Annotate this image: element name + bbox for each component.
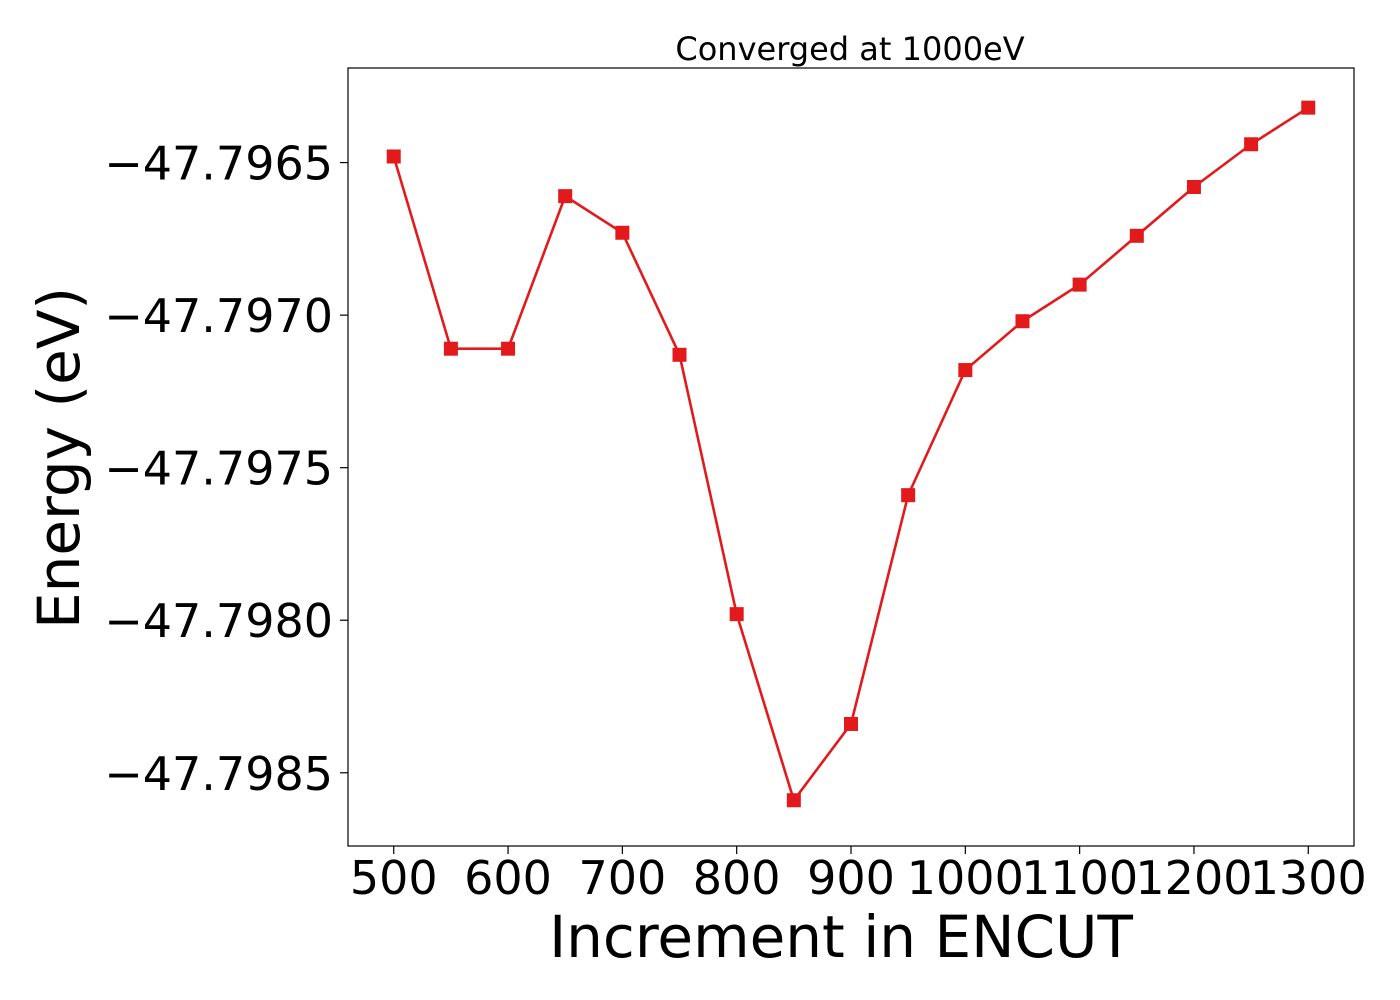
y-tick-label: −47.7965 bbox=[104, 137, 333, 191]
x-tick-label: 1000 bbox=[907, 851, 1024, 905]
y-tick-label: −47.7985 bbox=[104, 747, 333, 801]
data-point-marker bbox=[386, 149, 401, 164]
x-axis-label: Increment in ENCUT bbox=[549, 903, 1133, 971]
series-markers bbox=[386, 100, 1316, 808]
y-tick-label: −47.7975 bbox=[104, 442, 333, 496]
data-point-marker bbox=[1244, 137, 1259, 152]
chart-title: Converged at 1000eV bbox=[675, 30, 1024, 68]
data-point-marker bbox=[729, 607, 744, 622]
data-point-marker bbox=[1129, 228, 1144, 243]
data-point-marker bbox=[958, 363, 973, 378]
data-point-marker bbox=[1186, 179, 1201, 194]
data-point-marker bbox=[672, 347, 687, 362]
data-point-marker bbox=[443, 341, 458, 356]
data-point-marker bbox=[501, 341, 516, 356]
x-tick-label: 500 bbox=[350, 851, 438, 905]
x-tick-label: 1200 bbox=[1135, 851, 1252, 905]
data-point-marker bbox=[786, 793, 801, 808]
data-point-marker bbox=[1015, 314, 1030, 329]
x-tick-label: 1300 bbox=[1250, 851, 1367, 905]
series-line bbox=[392, 106, 1309, 804]
y-axis-ticks: −47.7965 −47.7970 −47.7975 −47.7980 −47.7985 bbox=[104, 137, 348, 801]
x-tick-label: 600 bbox=[464, 851, 552, 905]
y-axis-label: Energy (eV) bbox=[25, 287, 93, 629]
x-tick-label: 900 bbox=[807, 851, 895, 905]
data-point-marker bbox=[1072, 277, 1087, 292]
data-point-marker bbox=[615, 225, 630, 240]
x-tick-label: 1100 bbox=[1021, 851, 1138, 905]
data-point-marker bbox=[558, 189, 573, 204]
x-tick-label: 700 bbox=[578, 851, 666, 905]
y-tick-label: −47.7980 bbox=[104, 594, 333, 648]
y-tick-label: −47.7970 bbox=[104, 289, 333, 343]
data-point-marker bbox=[1301, 100, 1316, 115]
x-tick-label: 800 bbox=[693, 851, 781, 905]
data-point-marker bbox=[901, 488, 916, 503]
data-point-marker bbox=[844, 716, 858, 731]
